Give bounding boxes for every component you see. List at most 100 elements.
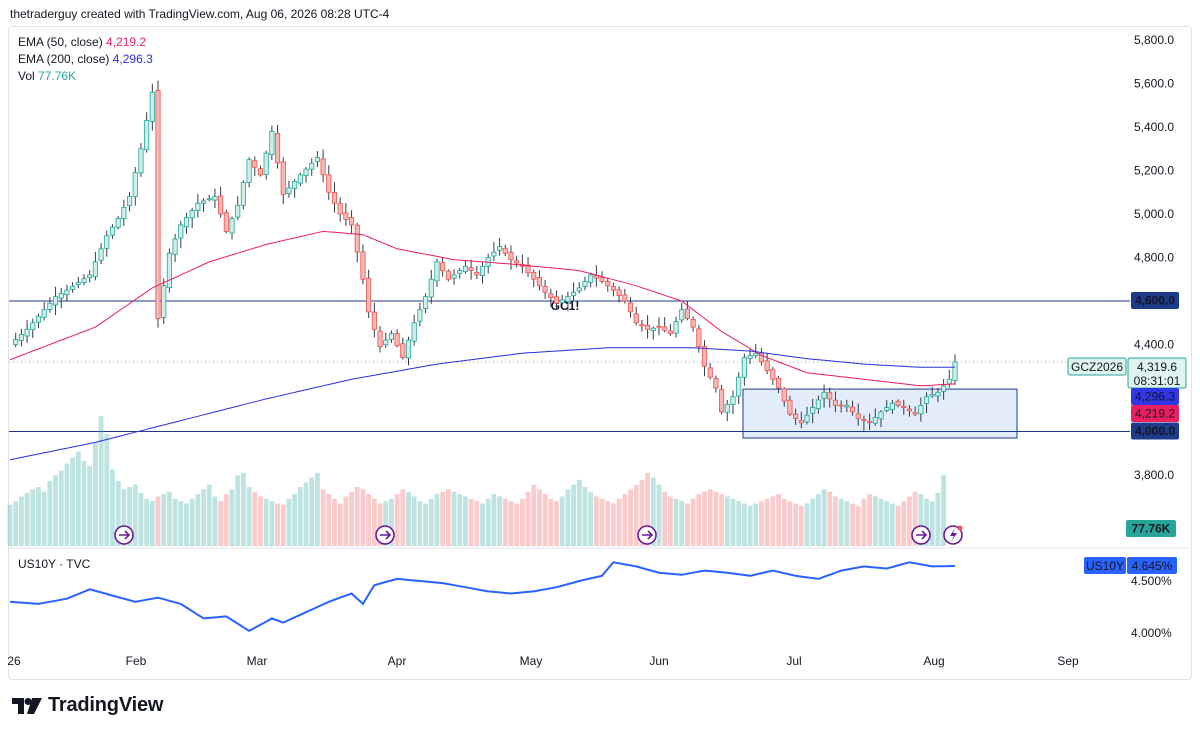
candle-body[interactable] — [576, 287, 582, 292]
candle-body[interactable] — [235, 204, 241, 218]
candle-body[interactable] — [200, 200, 207, 204]
ema50-line[interactable] — [9, 230, 956, 387]
candle-body[interactable] — [434, 261, 440, 282]
candle-body[interactable] — [804, 414, 810, 423]
candle-body[interactable] — [30, 322, 36, 331]
candle-body[interactable] — [559, 299, 565, 304]
candle-body[interactable] — [166, 252, 172, 289]
candle-body[interactable] — [417, 309, 423, 322]
candle-body[interactable] — [252, 160, 258, 168]
candle-body[interactable] — [867, 421, 873, 424]
candle-body[interactable] — [912, 412, 918, 415]
candle-body[interactable] — [246, 159, 252, 183]
candle-body[interactable] — [474, 271, 480, 276]
candle-body[interactable] — [884, 407, 890, 411]
candle-body[interactable] — [610, 286, 616, 291]
candle-body[interactable] — [337, 203, 343, 215]
candle-body[interactable] — [87, 274, 93, 279]
candle-body[interactable] — [280, 161, 286, 195]
candle-body[interactable] — [479, 265, 486, 276]
candle-body[interactable] — [115, 217, 121, 228]
candle-body[interactable] — [781, 388, 787, 402]
candle-body[interactable] — [514, 260, 520, 264]
candle-body[interactable] — [616, 289, 622, 296]
level-4600-badge[interactable]: 4,600.0 — [1135, 294, 1175, 308]
candle-body[interactable] — [815, 399, 821, 410]
legend-volume[interactable]: Vol 77.76K — [18, 68, 76, 84]
candle-body[interactable] — [895, 400, 901, 406]
candle-body[interactable] — [394, 333, 400, 346]
candle-body[interactable] — [656, 325, 662, 328]
candle-body[interactable] — [423, 296, 429, 309]
candle-body[interactable] — [297, 174, 303, 184]
candle-body[interactable] — [144, 120, 150, 151]
candle-body[interactable] — [929, 394, 935, 397]
candle-body[interactable] — [855, 413, 861, 419]
candle-body[interactable] — [622, 294, 628, 302]
candle-body[interactable] — [736, 376, 742, 397]
candle-body[interactable] — [138, 148, 144, 174]
candle-body[interactable] — [827, 392, 833, 400]
candle-body[interactable] — [901, 406, 907, 408]
candle-body[interactable] — [75, 282, 81, 285]
candle-body[interactable] — [525, 264, 531, 274]
candle-body[interactable] — [183, 217, 190, 228]
candle-body[interactable] — [24, 328, 30, 337]
candle-body[interactable] — [354, 224, 360, 253]
candle-body[interactable] — [741, 357, 747, 378]
candle-body[interactable] — [286, 187, 292, 194]
candle-body[interactable] — [650, 327, 656, 331]
candle-body[interactable] — [377, 330, 383, 348]
candle-body[interactable] — [269, 130, 275, 156]
candle-body[interactable] — [411, 322, 417, 342]
us10y-line[interactable] — [9, 561, 956, 633]
candle-body[interactable] — [161, 285, 167, 318]
candle-body[interactable] — [109, 226, 116, 236]
candle-body[interactable] — [223, 212, 229, 232]
candle-body[interactable] — [588, 274, 594, 283]
candle-body[interactable] — [428, 278, 434, 298]
candle-body[interactable] — [662, 326, 668, 331]
ema200-line[interactable] — [9, 347, 956, 461]
candle-body[interactable] — [832, 399, 839, 406]
candle-body[interactable] — [92, 261, 98, 277]
candle-body[interactable] — [81, 278, 87, 283]
candle-body[interactable] — [331, 192, 338, 204]
candle-body[interactable] — [724, 403, 730, 413]
candle-body[interactable] — [793, 413, 799, 419]
candle-body[interactable] — [565, 296, 571, 302]
candle-body[interactable] — [360, 251, 366, 280]
candle-body[interactable] — [582, 281, 588, 287]
candle-body[interactable] — [679, 309, 685, 321]
candle-body[interactable] — [553, 296, 560, 304]
candle-body[interactable] — [132, 172, 138, 198]
candle-body[interactable] — [918, 404, 924, 415]
candle-body[interactable] — [633, 313, 639, 324]
tradingview-logo[interactable]: TradingView — [12, 694, 163, 717]
candle-body[interactable] — [952, 361, 958, 381]
candle-body[interactable] — [457, 270, 463, 274]
candle-body[interactable] — [292, 180, 298, 189]
candle-body[interactable] — [690, 318, 696, 328]
candle-body[interactable] — [189, 209, 195, 219]
candle-body[interactable] — [98, 248, 104, 261]
candle-body[interactable] — [383, 339, 389, 346]
candle-body[interactable] — [713, 378, 719, 389]
candle-body[interactable] — [730, 396, 736, 405]
candle-body[interactable] — [645, 324, 651, 330]
candle-body[interactable] — [941, 385, 947, 392]
candle-body[interactable] — [320, 158, 326, 176]
candle-body[interactable] — [35, 315, 42, 323]
candle-body[interactable] — [508, 251, 514, 261]
candle-body[interactable] — [548, 293, 554, 299]
candle-body[interactable] — [838, 404, 844, 407]
candle-body[interactable] — [126, 196, 133, 207]
candle-body[interactable] — [770, 369, 776, 380]
candle-body[interactable] — [810, 407, 816, 414]
candle-body[interactable] — [684, 308, 691, 319]
candle-body[interactable] — [764, 360, 770, 371]
candle-body[interactable] — [502, 247, 508, 254]
candle-body[interactable] — [229, 217, 235, 234]
candle-body[interactable] — [935, 391, 941, 397]
